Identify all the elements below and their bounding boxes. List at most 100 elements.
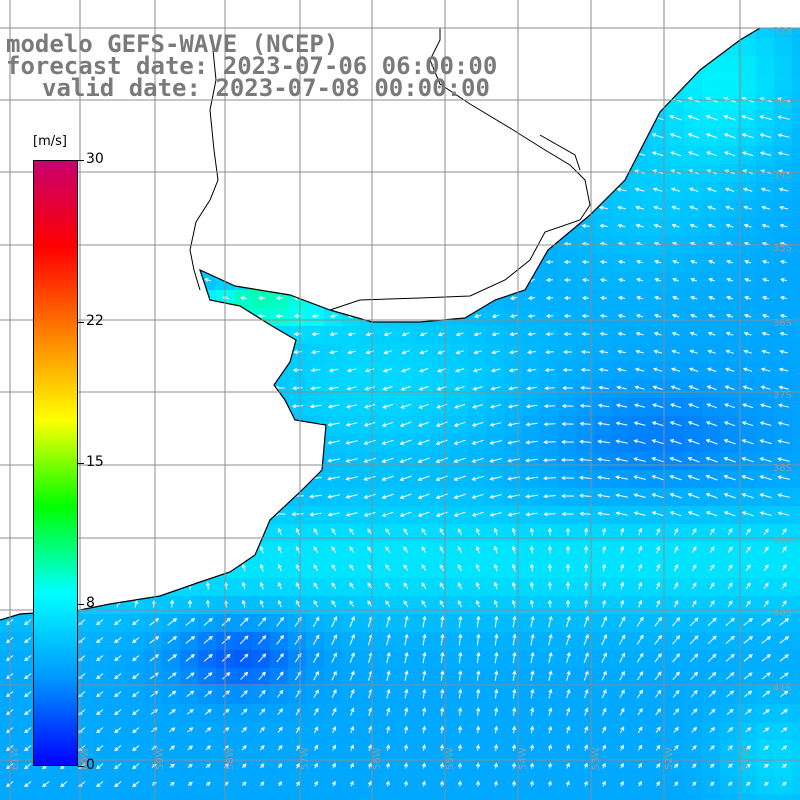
speed-cell bbox=[450, 668, 469, 687]
wind-arrow bbox=[385, 528, 391, 536]
speed-cell bbox=[0, 560, 19, 579]
speed-cell bbox=[288, 488, 307, 507]
wind-arrow bbox=[638, 563, 643, 572]
wind-arrow bbox=[597, 151, 610, 156]
speed-cell bbox=[342, 596, 361, 615]
wind-arrow bbox=[148, 403, 160, 409]
wind-arrow bbox=[202, 403, 214, 408]
speed-cell bbox=[720, 398, 739, 417]
speed-cell bbox=[756, 344, 775, 363]
wind-arrow bbox=[346, 386, 357, 391]
wind-arrow bbox=[278, 763, 283, 769]
speed-cell bbox=[756, 650, 775, 669]
wind-arrow bbox=[293, 223, 302, 229]
speed-cell bbox=[432, 542, 451, 561]
speed-cell bbox=[0, 362, 19, 381]
speed-cell bbox=[522, 578, 541, 597]
wind-arrow bbox=[599, 259, 608, 265]
speed-cell bbox=[378, 398, 397, 417]
speed-cell bbox=[612, 794, 631, 800]
speed-cell bbox=[162, 326, 181, 345]
speed-cell bbox=[0, 776, 19, 795]
speed-cell bbox=[792, 380, 800, 399]
wind-arrow bbox=[458, 615, 463, 628]
wind-arrow bbox=[637, 707, 643, 716]
speed-cell bbox=[108, 452, 127, 471]
speed-cell bbox=[576, 416, 595, 435]
speed-cell bbox=[486, 542, 505, 561]
speed-cell bbox=[504, 74, 523, 93]
wind-arrow bbox=[566, 725, 571, 734]
speed-cell bbox=[612, 38, 631, 57]
speed-cell bbox=[558, 578, 577, 597]
wind-arrow bbox=[669, 457, 682, 463]
wind-arrow bbox=[581, 313, 590, 319]
wind-arrow bbox=[273, 439, 286, 445]
wind-arrow bbox=[277, 563, 282, 572]
speed-cell bbox=[450, 254, 469, 273]
speed-cell bbox=[414, 362, 433, 381]
wind-arrow bbox=[221, 617, 231, 627]
speed-cell bbox=[792, 218, 800, 237]
speed-cell bbox=[648, 506, 667, 525]
wind-arrow bbox=[367, 546, 373, 554]
speed-cell bbox=[378, 344, 397, 363]
speed-cell bbox=[648, 164, 667, 183]
speed-cell bbox=[414, 128, 433, 147]
wind-arrow bbox=[687, 133, 700, 139]
speed-cell bbox=[162, 794, 181, 800]
speed-cell bbox=[504, 200, 523, 219]
wind-arrow bbox=[599, 331, 608, 336]
wind-arrow bbox=[129, 133, 142, 139]
wind-arrow bbox=[111, 511, 124, 517]
speed-cell bbox=[288, 146, 307, 165]
speed-cell bbox=[432, 254, 451, 273]
wind-arrow bbox=[419, 332, 428, 337]
wind-arrow bbox=[421, 564, 427, 572]
wind-arrow bbox=[400, 403, 412, 409]
wind-arrow bbox=[313, 546, 319, 554]
wind-arrow bbox=[543, 116, 556, 121]
wind-arrow bbox=[327, 116, 340, 121]
wind-arrow bbox=[165, 115, 178, 121]
wind-arrow bbox=[601, 707, 607, 716]
wind-arrow bbox=[422, 670, 427, 681]
speed-cell bbox=[576, 362, 595, 381]
speed-cell bbox=[720, 92, 739, 111]
speed-cell bbox=[306, 164, 325, 183]
speed-cell bbox=[450, 380, 469, 399]
wind-arrow bbox=[633, 475, 646, 480]
speed-cell bbox=[108, 416, 127, 435]
wind-arrow bbox=[489, 440, 502, 445]
speed-cell bbox=[252, 344, 271, 363]
wind-arrow bbox=[669, 421, 682, 427]
wind-arrow bbox=[386, 633, 391, 646]
wind-arrow bbox=[205, 563, 211, 572]
wind-arrow bbox=[417, 493, 430, 499]
speed-cell bbox=[468, 794, 487, 800]
speed-cell bbox=[180, 524, 199, 543]
wind-arrow bbox=[633, 493, 646, 498]
speed-cell bbox=[324, 452, 343, 471]
speed-cell bbox=[108, 632, 127, 651]
speed-cell bbox=[198, 344, 217, 363]
speed-cell bbox=[180, 740, 199, 759]
wind-arrow bbox=[114, 745, 122, 752]
speed-cell bbox=[468, 668, 487, 687]
speed-cell bbox=[558, 164, 577, 183]
wind-arrow bbox=[275, 331, 284, 337]
wind-arrow bbox=[526, 368, 537, 373]
speed-cell bbox=[108, 740, 127, 759]
wind-arrow bbox=[525, 134, 538, 139]
speed-cell bbox=[414, 416, 433, 435]
speed-cell bbox=[324, 380, 343, 399]
wind-arrow bbox=[273, 421, 286, 427]
wind-arrow bbox=[725, 223, 734, 228]
speed-cell bbox=[666, 434, 685, 453]
speed-cell bbox=[288, 416, 307, 435]
speed-cell bbox=[432, 470, 451, 489]
speed-cell bbox=[540, 28, 559, 39]
speed-cell bbox=[450, 470, 469, 489]
wind-arrow bbox=[259, 745, 265, 751]
speed-cell bbox=[198, 596, 217, 615]
